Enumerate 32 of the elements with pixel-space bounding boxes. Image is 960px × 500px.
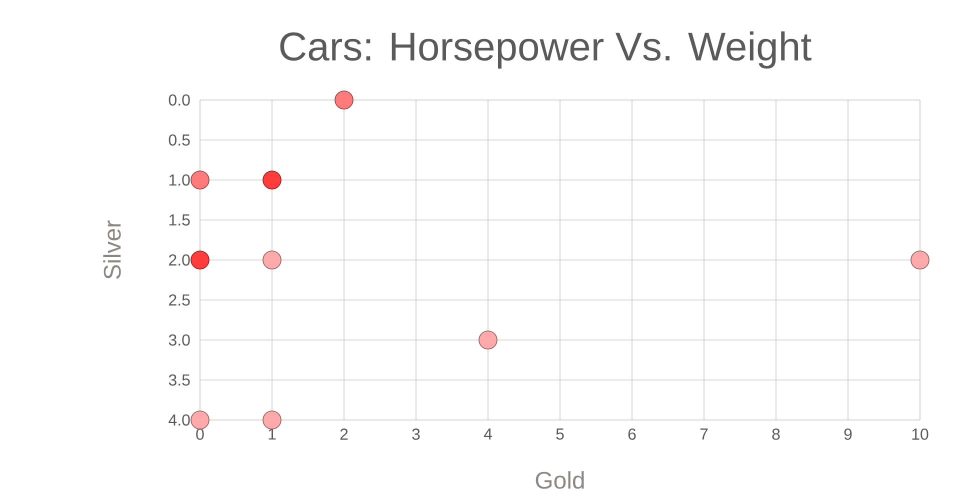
x-tick-label: 3 bbox=[412, 428, 420, 440]
point bbox=[262, 250, 282, 270]
y-tick-label: 2.5 bbox=[169, 294, 190, 306]
x-tick-label: 10 bbox=[912, 428, 928, 440]
x-tick-label: 0 bbox=[196, 428, 204, 440]
x-axis-title: Gold bbox=[536, 471, 584, 489]
point bbox=[262, 410, 282, 430]
y-tick-label: 1.5 bbox=[169, 214, 190, 226]
point bbox=[190, 170, 210, 190]
y-tick-label: 3.5 bbox=[168, 374, 190, 386]
y-tick-label: 0.5 bbox=[168, 134, 190, 146]
y-tick-label: 1.0 bbox=[169, 174, 190, 186]
x-tick-label: 2 bbox=[340, 428, 348, 440]
y-tick-label: 0.0 bbox=[168, 94, 190, 106]
y-tick-label: 2.0 bbox=[169, 254, 190, 266]
x-tick-label: 5 bbox=[556, 428, 564, 440]
x-tick-label: 6 bbox=[628, 428, 636, 440]
x-tick-label: 1 bbox=[268, 428, 276, 440]
y-tick-label: 3.0 bbox=[168, 334, 190, 346]
point bbox=[262, 170, 282, 190]
x-tick-label: 7 bbox=[700, 428, 708, 440]
y-tick-label: 4.0 bbox=[168, 414, 190, 426]
x-tick-label: 4 bbox=[484, 428, 492, 440]
chart-title: Cars: Horsepower Vs. Weight bbox=[280, 31, 812, 69]
point bbox=[190, 410, 210, 430]
point bbox=[910, 250, 930, 270]
x-tick-label: 9 bbox=[844, 428, 852, 440]
point bbox=[478, 330, 498, 350]
point bbox=[190, 250, 210, 270]
point bbox=[334, 90, 354, 110]
x-tick-label: 8 bbox=[772, 428, 780, 440]
y-axis-title: Silver bbox=[103, 220, 121, 279]
